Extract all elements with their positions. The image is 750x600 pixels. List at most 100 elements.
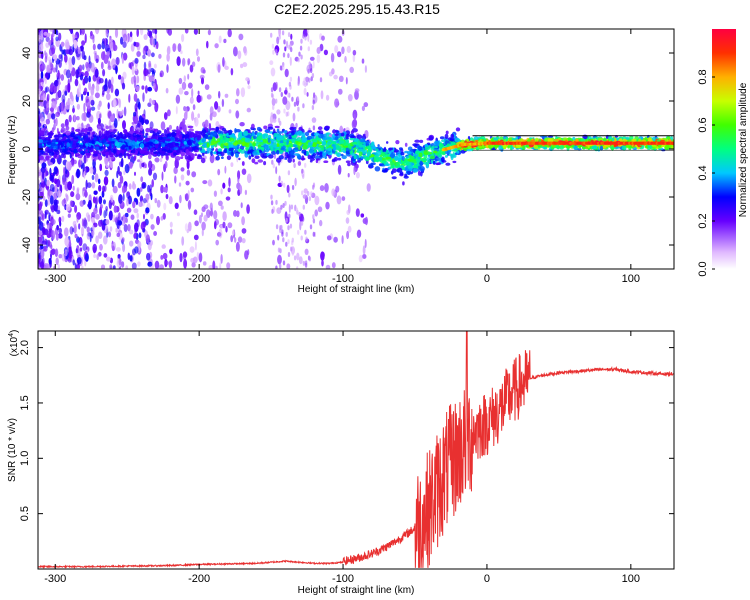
heatmap-cell	[167, 109, 171, 117]
heatmap-cell	[60, 41, 65, 47]
heatmap-cell	[81, 128, 85, 133]
heatmap-cell	[147, 241, 152, 251]
heatmap-cell	[456, 150, 460, 154]
heatmap-cell	[406, 170, 411, 174]
heatmap-cell	[57, 90, 62, 98]
heatmap-cell	[215, 126, 219, 132]
heatmap-cell	[145, 234, 150, 244]
heatmap-cell	[192, 256, 198, 264]
heatmap-cell	[198, 214, 202, 224]
heatmap-cell	[236, 139, 242, 145]
heatmap-cell	[337, 157, 342, 161]
heatmap-cell	[207, 179, 213, 187]
heatmap-cell	[133, 155, 137, 161]
heatmap-cell	[55, 141, 59, 145]
heatmap-cell	[282, 237, 285, 243]
heatmap-cell	[99, 142, 103, 147]
heatmap-cell	[204, 84, 210, 90]
heatmap-cell	[363, 141, 366, 147]
heatmap-cell	[80, 226, 85, 235]
heatmap-cell	[312, 218, 316, 224]
heatmap-cell	[166, 53, 170, 62]
heatmap-cell	[325, 144, 329, 147]
heatmap-cell	[40, 249, 45, 259]
heatmap-cell	[441, 156, 445, 163]
heatmap-cell	[118, 194, 123, 204]
heatmap-cell	[278, 87, 282, 93]
heatmap-cell	[53, 119, 56, 124]
heatmap-cell	[109, 264, 113, 269]
heatmap-cell	[241, 216, 245, 226]
heatmap-cell	[71, 95, 74, 102]
heatmap-cell	[59, 221, 62, 227]
heatmap-cell	[102, 90, 105, 96]
heatmap-cell	[121, 216, 124, 221]
heatmap-cell	[134, 137, 138, 142]
heatmap-cell	[45, 106, 50, 112]
heatmap-cell	[304, 131, 310, 137]
heatmap-cell	[121, 261, 125, 268]
heatmap-cell	[153, 151, 158, 154]
heatmap-cell	[237, 170, 241, 180]
heatmap-cell	[55, 111, 60, 118]
heatmap-cell	[153, 63, 157, 69]
heatmap-cell	[294, 147, 299, 151]
heatmap-cell	[201, 228, 204, 237]
heatmap-cell	[218, 90, 221, 99]
heatmap-cell	[160, 184, 164, 194]
heatmap-cell	[345, 217, 350, 224]
heatmap-cell	[53, 192, 58, 201]
heatmap-cell	[61, 215, 65, 222]
heatmap-cell	[71, 55, 76, 66]
heatmap-cell	[143, 61, 147, 71]
heatmap-cell	[87, 91, 89, 97]
heatmap-cell	[72, 220, 77, 227]
heatmap-cell	[308, 256, 312, 262]
heatmap-cell	[292, 158, 295, 163]
heatmap-cell	[186, 160, 190, 170]
heatmap-cell	[241, 168, 247, 175]
heatmap-cell	[180, 156, 184, 160]
heatmap-cell	[155, 135, 160, 140]
heatmap-cell	[82, 140, 87, 143]
heatmap-cell	[95, 58, 99, 64]
heatmap-cell	[57, 142, 63, 146]
heatmap-cell	[401, 160, 405, 164]
heatmap-cell	[55, 257, 59, 266]
heatmap-cell	[125, 265, 129, 269]
heatmap-cell	[316, 158, 321, 161]
heatmap-cell	[112, 185, 118, 194]
heatmap-cell	[224, 65, 229, 70]
heatmap-cell	[293, 153, 300, 156]
heatmap-cell	[193, 29, 198, 35]
heatmap-cell	[293, 255, 297, 261]
heatmap-cell	[308, 196, 311, 202]
heatmap-cell	[292, 112, 296, 122]
heatmap-cell	[48, 162, 54, 166]
heatmap-cell	[287, 225, 290, 231]
heatmap-cell	[180, 167, 185, 172]
heatmap-cell	[41, 162, 47, 169]
heatmap-cell	[285, 111, 288, 117]
heatmap-cell	[326, 140, 332, 146]
heatmap-cell	[54, 248, 59, 257]
heatmap-cell	[98, 78, 104, 84]
heatmap-cell	[122, 243, 126, 253]
heatmap-cell	[347, 225, 352, 233]
heatmap-cell	[264, 144, 269, 150]
heatmap-cell	[213, 210, 218, 220]
heatmap-cell	[355, 208, 360, 217]
heatmap-cell	[78, 223, 81, 230]
heatmap-cell	[88, 55, 91, 65]
heatmap-cell	[125, 138, 130, 143]
heatmap-cell	[289, 76, 293, 82]
heatmap-cell	[87, 131, 90, 134]
heatmap-cell	[104, 78, 108, 88]
heatmap-cell	[93, 207, 98, 215]
heatmap-cell	[143, 34, 148, 40]
heatmap-cell	[326, 235, 332, 241]
heatmap-cell	[401, 155, 405, 161]
heatmap-cell	[129, 126, 133, 132]
heatmap-cell	[165, 193, 169, 200]
heatmap-cell	[346, 230, 349, 240]
